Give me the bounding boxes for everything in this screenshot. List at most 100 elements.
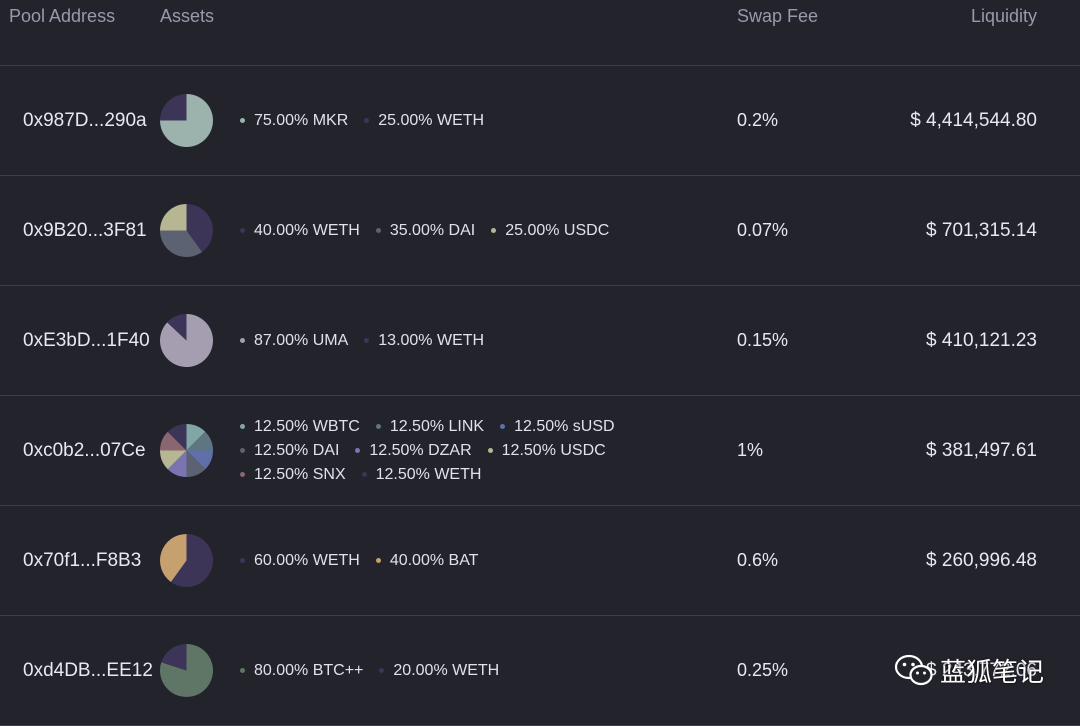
asset-item: 80.00% BTC++	[240, 659, 363, 683]
swap-fee: 0.15%	[737, 330, 789, 350]
asset-color-dot	[375, 424, 381, 429]
asset-list: 80.00% BTC++ 20.00% WETH	[240, 616, 735, 725]
column-header-swap-fee[interactable]: Swap Fee	[737, 6, 819, 26]
pie-slice	[160, 450, 187, 470]
asset-label: 12.50% DZAR	[369, 441, 472, 459]
asset-item: 12.50% DAI	[240, 439, 339, 463]
asset-label: 40.00% BAT	[389, 551, 479, 569]
asset-item: 12.50% sUSD	[500, 415, 615, 439]
liquidity-value: $ 4,414,544.80	[910, 110, 1037, 131]
pool-address[interactable]: 0xc0b2...07Ce	[23, 440, 146, 461]
asset-item: 75.00% MKR	[240, 109, 348, 133]
pie-slice	[160, 431, 187, 451]
asset-color-dot	[364, 118, 370, 123]
asset-color-dot	[240, 558, 245, 563]
asset-list: 60.00% WETH 40.00% BAT	[240, 506, 735, 615]
asset-label: 25.00% USDC	[505, 221, 610, 239]
asset-label: 20.00% WETH	[393, 661, 500, 679]
pie-slice	[186, 450, 206, 477]
asset-color-dot	[240, 228, 245, 233]
pool-address[interactable]: 0xE3bD...1F40	[23, 330, 150, 351]
pie-slice	[186, 424, 206, 451]
liquidity-value: $ 410,121.23	[926, 330, 1037, 351]
asset-pie-chart	[160, 644, 213, 697]
column-header-liquidity[interactable]: Liquidity	[970, 6, 1037, 26]
asset-pie-chart	[160, 314, 213, 367]
asset-color-dot	[364, 338, 370, 343]
asset-item: 87.00% UMA	[240, 329, 348, 353]
pie-slice	[160, 314, 213, 367]
asset-color-dot	[355, 448, 361, 453]
pool-row[interactable]: 0x987D...290a 75.00% MKR 25.00% WETH 0.2% $ …	[0, 66, 1080, 176]
watermark: 蓝狐笔记	[894, 652, 1044, 689]
asset-item: 12.50% DZAR	[355, 439, 472, 463]
pie-slice	[186, 431, 213, 451]
asset-label: 35.00% DAI	[389, 221, 476, 239]
pie-slice	[160, 204, 187, 231]
asset-label: 12.50% LINK	[389, 417, 485, 435]
asset-label: 60.00% WETH	[254, 551, 360, 569]
liquidity-value: $ 243,772.06	[926, 660, 1037, 681]
asset-list: 87.00% UMA 13.00% WETH	[240, 286, 735, 395]
asset-item: 12.50% SNX	[240, 463, 346, 487]
pool-row[interactable]: 0x9B20...3F81 40.00% WETH 35.00% DAI 25.00%…	[0, 176, 1080, 286]
watermark-text: 蓝狐笔记	[939, 657, 1044, 687]
asset-item: 12.50% LINK	[375, 415, 485, 439]
asset-label: 40.00% WETH	[254, 221, 360, 239]
asset-color-dot	[375, 228, 381, 233]
pool-address[interactable]: 0x70f1...F8B3	[23, 550, 142, 571]
asset-color-dot	[375, 558, 381, 563]
asset-list: 75.00% MKR 25.00% WETH	[240, 66, 735, 175]
asset-label: 87.00% UMA	[254, 331, 349, 349]
pie-slice	[160, 230, 203, 257]
asset-label: 12.50% sUSD	[514, 417, 615, 435]
asset-color-dot	[240, 448, 245, 453]
asset-item: 25.00% WETH	[364, 109, 484, 133]
column-header-pool-address[interactable]: Pool Address	[9, 6, 116, 26]
asset-pie-chart	[160, 94, 213, 147]
asset-label: 13.00% WETH	[378, 331, 485, 349]
asset-label: 12.50% DAI	[254, 441, 340, 459]
wechat-icon	[894, 654, 933, 685]
pool-row[interactable]: 0xc0b2...07Ce 12.50% WBTC 12.50% LINK 12.50…	[0, 396, 1080, 506]
pie-slice	[170, 534, 213, 587]
liquidity-value: $ 701,315.14	[926, 220, 1037, 241]
asset-item: 20.00% WETH	[379, 659, 499, 683]
pool-row[interactable]: 0x70f1...F8B3 60.00% WETH 40.00% BAT 0.6% $ …	[0, 506, 1080, 616]
pool-address[interactable]: 0xd4DB...EE12	[23, 660, 153, 681]
asset-pie-chart	[160, 534, 213, 587]
asset-item: 60.00% WETH	[240, 549, 360, 573]
asset-label: 75.00% MKR	[254, 111, 349, 129]
asset-color-dot	[379, 668, 385, 673]
pool-row[interactable]: 0xE3bD...1F40 87.00% UMA 13.00% WETH 0.15% $…	[0, 286, 1080, 396]
asset-item: 35.00% DAI	[375, 219, 476, 243]
asset-pie-chart	[160, 204, 213, 257]
asset-pie-chart	[160, 424, 213, 477]
asset-label: 12.50% WBTC	[254, 417, 360, 435]
swap-fee: 0.07%	[737, 220, 789, 240]
swap-fee: 1%	[737, 440, 764, 460]
pool-address[interactable]: 0x9B20...3F81	[23, 220, 147, 241]
asset-item: 25.00% USDC	[491, 219, 609, 243]
asset-color-dot	[240, 668, 245, 673]
column-header-assets[interactable]: Assets	[160, 6, 215, 26]
table-header: Pool Address Assets Swap Fee Liquidity	[0, 0, 1080, 66]
asset-color-dot	[240, 338, 245, 343]
swap-fee: 0.25%	[737, 660, 789, 680]
pool-address[interactable]: 0x987D...290a	[23, 110, 147, 131]
pie-slice	[167, 450, 187, 477]
asset-color-dot	[491, 228, 497, 233]
asset-color-dot	[240, 424, 245, 429]
asset-item: 40.00% BAT	[375, 549, 479, 573]
asset-item: 12.50% USDC	[487, 439, 606, 463]
asset-color-dot	[500, 424, 506, 429]
asset-label: 12.50% USDC	[501, 441, 606, 459]
swap-fee: 0.2%	[737, 110, 779, 130]
asset-label: 25.00% WETH	[378, 111, 485, 129]
pie-slice	[167, 314, 187, 341]
asset-label: 12.50% SNX	[254, 465, 346, 483]
pie-slice	[186, 204, 213, 252]
pie-slice	[167, 424, 187, 451]
pie-slice	[161, 644, 187, 671]
asset-color-dot	[361, 472, 367, 477]
